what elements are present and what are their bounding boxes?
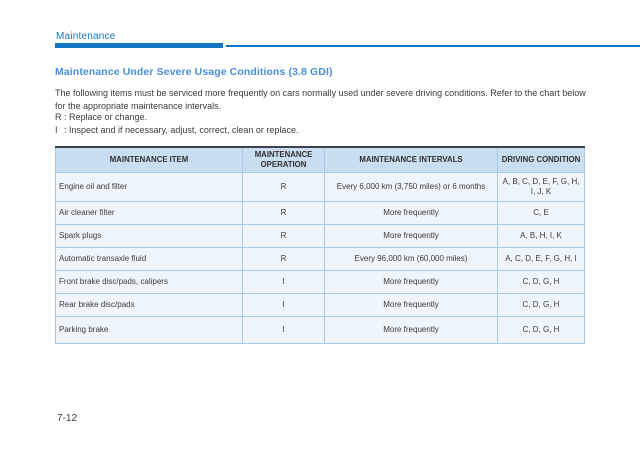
section-title: Maintenance Under Severe Usage Condition… (55, 66, 333, 78)
column-header-operation: MAINTENANCE OPERATION (242, 146, 325, 173)
cell-item: Engine oil and filter (55, 171, 243, 202)
column-header-item: MAINTENANCE ITEM (55, 146, 243, 173)
intro-paragraph: The following items must be serviced mor… (55, 88, 586, 111)
cell-interval: More frequently (324, 200, 498, 225)
cell-operation: R (242, 200, 325, 225)
cell-operation: I (242, 269, 325, 294)
header-rule-thin (226, 45, 640, 47)
legend-inspect: I : Inspect and if necessary, adjust, cor… (55, 125, 298, 135)
cell-item: Front brake disc/pads, calipers (55, 269, 243, 294)
cell-interval: Every 96,000 km (60,000 miles) (324, 246, 498, 271)
cell-interval: More frequently (324, 269, 498, 294)
table-row: Engine oil and filter R Every 6,000 km (… (55, 171, 585, 202)
cell-item: Air cleaner filter (55, 200, 243, 225)
cell-condition: C, D, G, H (497, 269, 585, 294)
cell-condition: A, B, C, D, E, F, G, H, I, J, K (497, 171, 585, 202)
cell-interval: More frequently (324, 223, 498, 248)
cell-item: Spark plugs (55, 223, 243, 248)
cell-condition: C, E (497, 200, 585, 225)
cell-condition: A, B, H, I, K (497, 223, 585, 248)
legend-replace: R: Replace or change. (55, 112, 147, 122)
cell-item: Rear brake disc/pads (55, 292, 243, 317)
cell-operation: R (242, 223, 325, 248)
table-row: Automatic transaxle fluid R Every 96,000… (55, 246, 585, 271)
table-row: Front brake disc/pads, calipers I More f… (55, 269, 585, 294)
cell-item: Parking brake (55, 315, 243, 344)
table-row: Air cleaner filter R More frequently C, … (55, 200, 585, 225)
cell-operation: I (242, 292, 325, 317)
cell-interval: More frequently (324, 315, 498, 344)
cell-operation: R (242, 171, 325, 202)
cell-condition: C, D, G, H (497, 315, 585, 344)
cell-condition: A, C, D, E, F, G, H, I (497, 246, 585, 271)
running-header-chapter: Maintenance (56, 31, 116, 42)
header-rule-thick (55, 43, 223, 48)
legend-replace-symbol: R (55, 112, 62, 122)
legend-replace-text: : Replace or change. (64, 112, 148, 122)
cell-interval: More frequently (324, 292, 498, 317)
cell-interval: Every 6,000 km (3,750 miles) or 6 months (324, 171, 498, 202)
page-number: 7-12 (57, 413, 78, 424)
table-row: Rear brake disc/pads I More frequently C… (55, 292, 585, 317)
column-header-intervals: MAINTENANCE INTERVALS (324, 146, 498, 173)
table-row: Parking brake I More frequently C, D, G,… (55, 315, 585, 344)
maintenance-table: MAINTENANCE ITEM MAINTENANCE OPERATION M… (55, 146, 585, 344)
column-header-condition: DRIVING CONDITION (497, 146, 585, 173)
legend-inspect-text: : Inspect and if necessary, adjust, corr… (64, 125, 299, 135)
cell-item: Automatic transaxle fluid (55, 246, 243, 271)
legend-inspect-symbol: I (55, 125, 58, 135)
table-header-row: MAINTENANCE ITEM MAINTENANCE OPERATION M… (55, 146, 585, 173)
cell-operation: I (242, 315, 325, 344)
cell-operation: R (242, 246, 325, 271)
cell-condition: C, D, G, H (497, 292, 585, 317)
table-row: Spark plugs R More frequently A, B, H, I… (55, 223, 585, 248)
